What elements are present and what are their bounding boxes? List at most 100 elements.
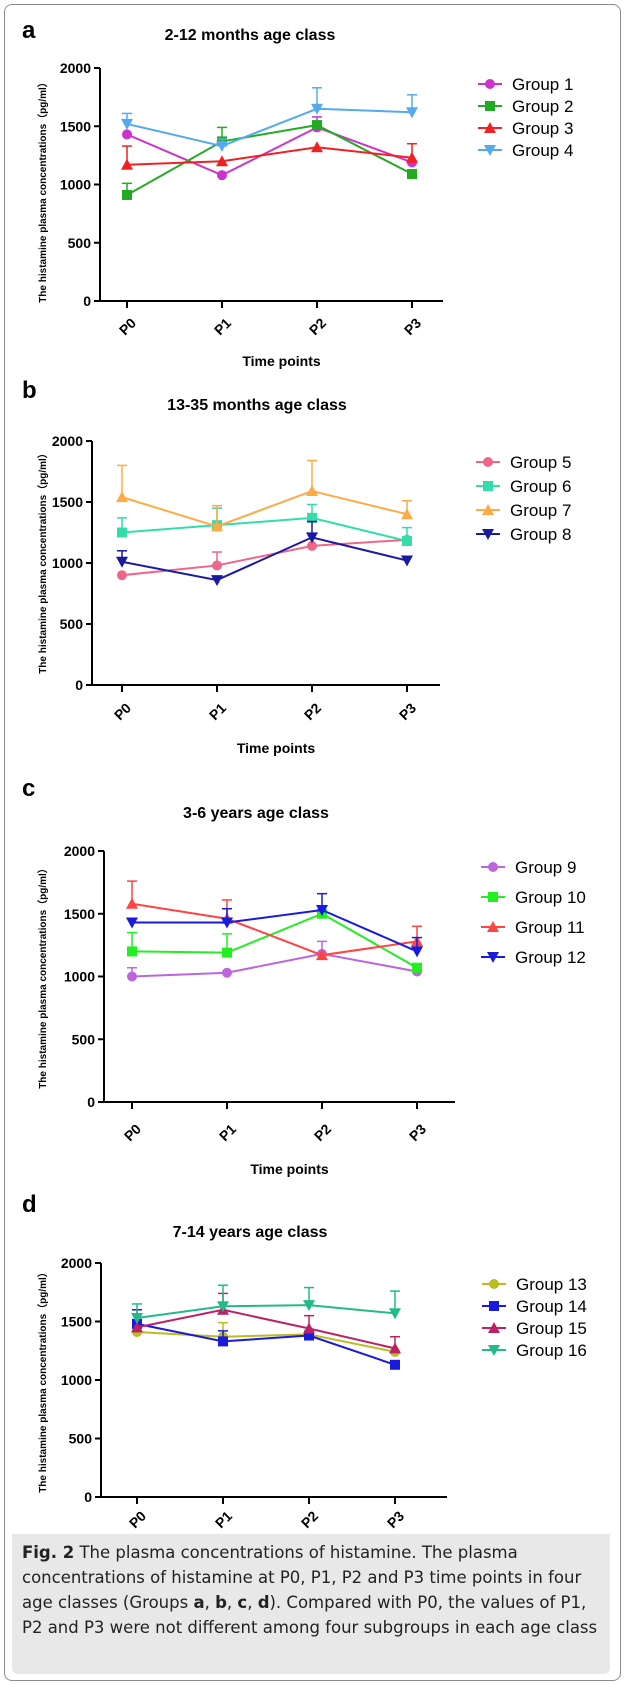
y-tick-label: 500 (69, 1431, 93, 1447)
y-tick-label: 1000 (52, 555, 83, 571)
series-line (136, 1331, 396, 1353)
legend-marker (485, 79, 495, 89)
x-tick-label: P1 (216, 1121, 240, 1145)
legend-marker (488, 892, 498, 902)
series-group-4 (121, 87, 418, 153)
data-point (406, 151, 418, 163)
y-tick-label: 1500 (64, 906, 95, 922)
data-point (411, 946, 423, 958)
data-point (216, 141, 228, 153)
data-point (211, 575, 223, 587)
data-point (306, 532, 318, 544)
chart-panel-b: b 13-35 months age class 0 500 1000 1500 2000 P… (22, 377, 571, 756)
legend-label: Group 6 (510, 477, 571, 496)
data-point (407, 169, 417, 180)
x-tick-label: P3 (396, 700, 420, 724)
series-line (121, 516, 408, 543)
caption-group-a: a (193, 1593, 205, 1612)
data-point (212, 560, 222, 571)
legend-entry: Group 3 (478, 119, 573, 138)
legend-marker (487, 952, 499, 963)
legend-entry: Group 8 (476, 525, 571, 544)
y-tick-label: 2000 (52, 433, 83, 449)
series-line (131, 952, 418, 978)
y-tick-label: 2000 (60, 60, 91, 76)
y-axis-label: The histamine plasma concentrations（pg/m… (36, 448, 49, 674)
data-point (217, 170, 227, 181)
legend-label: Group 13 (516, 1275, 587, 1294)
figure-caption: Fig. 2 The plasma concentrations of hist… (12, 1534, 610, 1674)
y-tick-label: 1500 (60, 118, 91, 134)
data-point (127, 971, 137, 982)
data-point (121, 158, 133, 170)
series-line (121, 536, 408, 582)
legend-label: Group 9 (515, 858, 576, 877)
series-group-7 (116, 459, 413, 532)
x-tick-label: P2 (311, 1121, 335, 1145)
series-line (132, 908, 418, 953)
series-line (136, 1308, 396, 1350)
data-point (126, 897, 138, 909)
caption-sep-2: , (226, 1593, 238, 1612)
data-point (222, 947, 232, 958)
x-tick-label: P0 (116, 315, 140, 339)
chart-panel-a: a 2-12 months age class 0 500 1000 1500 2000 P0… (22, 17, 573, 369)
x-tick-label: P0 (121, 1121, 145, 1145)
caption-text-2: ). Compared with P0, the values of P1, P… (22, 1593, 598, 1637)
data-point (402, 536, 412, 547)
legend-marker (484, 122, 496, 133)
x-tick-label: P1 (211, 315, 235, 339)
data-point (211, 520, 223, 532)
chart-title: 2-12 months age class (165, 27, 336, 44)
series-group-8 (116, 520, 413, 587)
chart-title: 3-6 years age class (183, 805, 329, 822)
series-group-12 (126, 892, 423, 958)
legend-entry: Group 10 (481, 888, 586, 907)
data-point (221, 917, 233, 929)
legend-marker (482, 504, 494, 515)
y-tick-label: 2000 (64, 843, 95, 859)
y-tick-label: 0 (75, 677, 83, 693)
data-point (307, 540, 317, 551)
series-group-3 (121, 141, 418, 170)
chart-title: 13-35 months age class (167, 397, 347, 414)
data-point (316, 904, 328, 916)
y-axis-label: The histamine plasma concentrations（pg/m… (36, 863, 49, 1089)
data-point (117, 570, 127, 581)
series-line (136, 1322, 396, 1366)
caption-text-1: The plasma concentrations of histamine. … (22, 1543, 582, 1612)
chart-title: 7-14 years age class (173, 1224, 328, 1241)
caption-group-b: b (215, 1593, 227, 1612)
y-axis-label: The histamine plasma concentrations（pg/m… (36, 77, 49, 303)
x-axis-label: Time points (237, 740, 316, 756)
series-group-11 (126, 880, 423, 961)
series-line (131, 912, 418, 969)
data-point (131, 1312, 143, 1324)
legend-marker (489, 1279, 499, 1289)
legend-marker (484, 145, 496, 156)
series-line (131, 902, 418, 957)
data-point (311, 141, 323, 153)
legend-entry: Group 5 (476, 453, 571, 472)
legend-marker (488, 1322, 500, 1333)
data-point (412, 962, 422, 973)
data-point (131, 1321, 143, 1333)
x-tick-label: P3 (406, 1121, 430, 1145)
legend-label: Group 16 (516, 1341, 587, 1360)
data-point (116, 491, 128, 503)
figure-frame (4, 4, 621, 1681)
data-point (390, 1359, 400, 1370)
x-tick-label: P1 (206, 700, 230, 724)
data-point (316, 949, 328, 961)
caption-group-d: d (257, 1593, 270, 1612)
data-point (389, 1342, 401, 1354)
legend-entry: Group 2 (478, 97, 573, 116)
data-point (122, 129, 132, 140)
x-tick-label: P0 (126, 1508, 150, 1530)
series-line (126, 107, 413, 148)
y-tick-label: 1000 (60, 177, 91, 193)
caption-sep-1: , (204, 1593, 216, 1612)
data-point (222, 967, 232, 978)
data-point (401, 508, 413, 520)
y-tick-label: 1000 (61, 1372, 92, 1388)
